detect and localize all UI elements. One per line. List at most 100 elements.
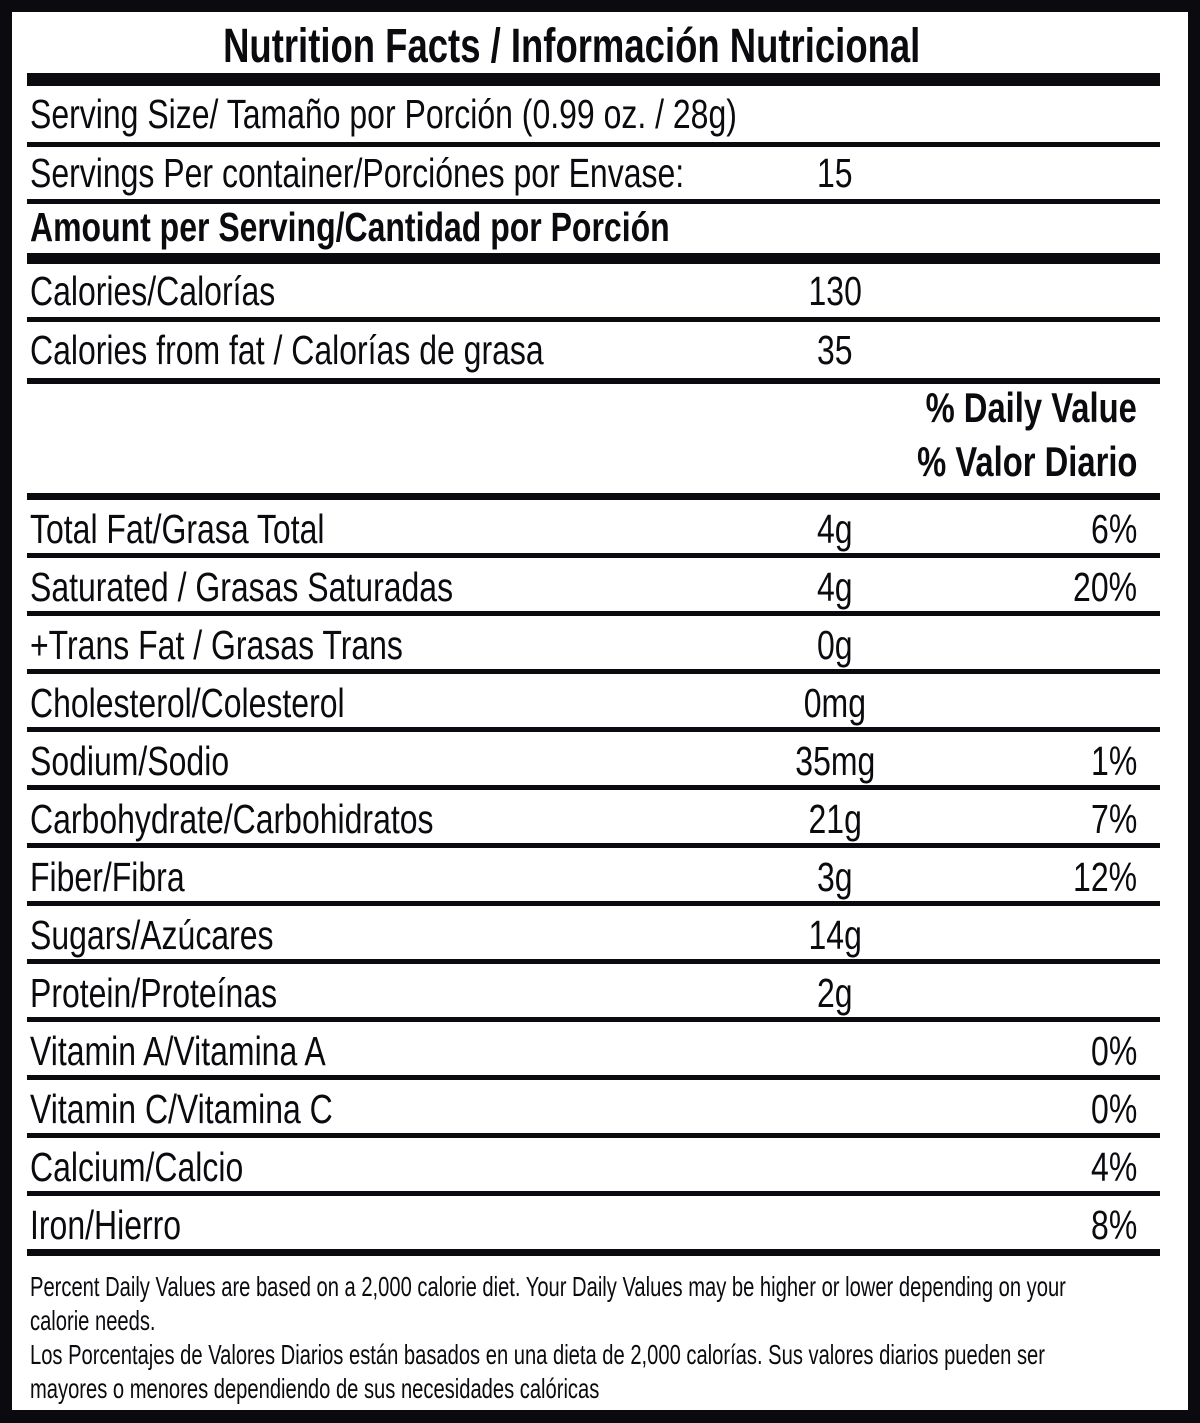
divider-rule (27, 1191, 1160, 1196)
nutrient-amount-cell: 4g (685, 563, 985, 610)
footnote-line: calorie needs. (30, 1304, 1160, 1338)
nutrient-dv: 20% (1072, 563, 1137, 610)
nutrient-label: Vitamin A/Vitamina A (30, 1027, 326, 1074)
divider-rule (27, 611, 1160, 616)
label-title: Nutrition Facts / Información Nutriciona… (223, 19, 921, 73)
nutrient-amount: 4g (817, 505, 853, 552)
nutrient-row: Vitamin C/Vitamina C 0% (12, 1080, 1188, 1133)
nutrient-amount: 3g (817, 853, 853, 900)
nutrient-row: Sodium/Sodio 35mg 1% (12, 732, 1188, 785)
servings-per-container-row: Servings Per container/Porciónes por Env… (12, 147, 1188, 199)
divider-rule (27, 317, 1160, 322)
divider-rule (27, 785, 1160, 790)
nutrient-label: Fiber/Fibra (30, 853, 185, 900)
nutrient-dv-cell: 0% (1078, 1029, 1137, 1073)
nutrient-row: Vitamin A/Vitamina A 0% (12, 1022, 1188, 1075)
nutrient-amount: 35mg (795, 737, 875, 784)
amount-per-serving-label: Amount per Serving/Cantidad por Porción (30, 203, 670, 250)
divider-rule (27, 553, 1160, 558)
nutrient-label: Carbohydrate/Carbohidratos (30, 795, 434, 842)
nutrient-label: Iron/Hierro (30, 1201, 182, 1248)
divider-rule (27, 199, 1160, 204)
serving-size-label: Serving Size/ Tamaño por Porción (0.99 o… (30, 90, 737, 137)
nutrient-label: Sugars/Azúcares (30, 911, 274, 958)
divider-rule (27, 378, 1160, 384)
nutrient-amount-cell: 4g (685, 505, 985, 552)
nutrient-dv-cell: 4% (1078, 1143, 1137, 1190)
label-title-row: Nutrition Facts / Información Nutriciona… (12, 12, 1188, 73)
calories-from-fat-value: 35 (817, 326, 853, 373)
amount-per-serving-row: Amount per Serving/Cantidad por Porción (12, 204, 1188, 253)
servings-per-container-value-cell: 15 (685, 149, 985, 196)
nutrient-label: Protein/Proteínas (30, 969, 278, 1016)
nutrient-amount-cell: 21g (685, 795, 985, 842)
label-content: Nutrition Facts / Información Nutriciona… (12, 12, 1188, 1410)
nutrient-amount-cell: 0g (685, 621, 985, 668)
nutrient-label: +Trans Fat / Grasas Trans (30, 621, 403, 668)
nutrient-amount: 21g (808, 795, 862, 842)
calories-value-cell: 130 (685, 267, 985, 314)
nutrient-label: Cholesterol/Colesterol (30, 679, 345, 726)
calories-row: Calories/Calorías 130 (12, 264, 1188, 317)
nutrient-amount-cell: 2g (685, 969, 985, 1016)
nutrient-label: Calcium/Calcio (30, 1143, 244, 1190)
nutrient-amount-cell: 0mg (685, 679, 985, 726)
footnote-text: calorie needs. (30, 1305, 156, 1336)
nutrient-row: Fiber/Fibra 3g 12% (12, 848, 1188, 901)
nutrient-dv: 12% (1072, 853, 1137, 900)
divider-rule (27, 1017, 1160, 1022)
nutrient-amount-cell: 14g (685, 911, 985, 958)
footnote-text: Percent Daily Values are based on a 2,00… (30, 1271, 1066, 1302)
divider-rule (27, 669, 1160, 674)
nutrient-row: Protein/Proteínas 2g (12, 964, 1188, 1017)
nutrient-row: Calcium/Calcio 4% (12, 1138, 1188, 1191)
nutrient-dv: 8% (1090, 1201, 1137, 1248)
divider-rule (27, 1075, 1160, 1080)
nutrient-label: Sodium/Sodio (30, 737, 230, 784)
title-divider-bar (27, 73, 1160, 86)
calories-value: 130 (808, 267, 862, 314)
nutrient-dv-cell: 6% (1078, 507, 1137, 551)
nutrient-row: +Trans Fat / Grasas Trans 0g (12, 616, 1188, 669)
calories-from-fat-value-cell: 35 (685, 326, 985, 373)
divider-rule (27, 901, 1160, 906)
nutrient-label: Saturated / Grasas Saturadas (30, 563, 454, 610)
divider-rule (27, 1133, 1160, 1138)
nutrient-amount-cell: 3g (685, 853, 985, 900)
divider-rule (27, 959, 1160, 964)
divider-rule (27, 1249, 1160, 1256)
daily-value-header-es: % Valor Diario (916, 438, 1137, 485)
section-divider-bar (27, 253, 1160, 264)
nutrient-row: Sugars/Azúcares 14g (12, 906, 1188, 959)
footnote-line: Percent Daily Values are based on a 2,00… (30, 1270, 1160, 1304)
nutrient-amount: 0g (817, 621, 853, 668)
nutrient-dv: 4% (1090, 1143, 1137, 1190)
nutrient-dv: 7% (1090, 795, 1137, 842)
nutrient-dv-cell: 8% (1078, 1201, 1137, 1248)
daily-value-header-en: % Daily Value (925, 384, 1137, 431)
nutrient-dv: 1% (1090, 737, 1137, 784)
daily-value-header: % Daily Value % Valor Diario (12, 384, 1188, 493)
nutrient-row: Total Fat/Grasa Total 4g 6% (12, 500, 1188, 553)
nutrient-dv-cell: 20% (1055, 563, 1137, 610)
calories-from-fat-label: Calories from fat / Calorías de grasa (30, 326, 544, 373)
divider-rule (27, 727, 1160, 732)
divider-rule (27, 142, 1160, 147)
nutrient-amount: 2g (817, 969, 853, 1016)
nutrient-amount-cell: 35mg (685, 737, 985, 784)
nutrient-row: Cholesterol/Colesterol 0mg (12, 674, 1188, 727)
nutrient-amount: 4g (817, 563, 853, 610)
nutrient-dv: 0% (1090, 1085, 1137, 1132)
nutrient-amount: 0mg (803, 679, 867, 726)
nutrient-dv-cell: 1% (1078, 737, 1137, 784)
nutrient-label: Vitamin C/Vitamina C (30, 1085, 333, 1132)
divider-rule (27, 843, 1160, 848)
nutrient-dv-cell: 12% (1055, 853, 1137, 900)
footnote-text: Los Porcentajes de Valores Diarios están… (30, 1339, 1045, 1370)
nutrient-label: Total Fat/Grasa Total (30, 505, 325, 552)
nutrient-amount: 14g (808, 911, 862, 958)
nutrient-dv-cell: 0% (1078, 1085, 1137, 1132)
serving-size-row: Serving Size/ Tamaño por Porción (0.99 o… (12, 86, 1188, 142)
servings-per-container-value: 15 (817, 149, 853, 196)
